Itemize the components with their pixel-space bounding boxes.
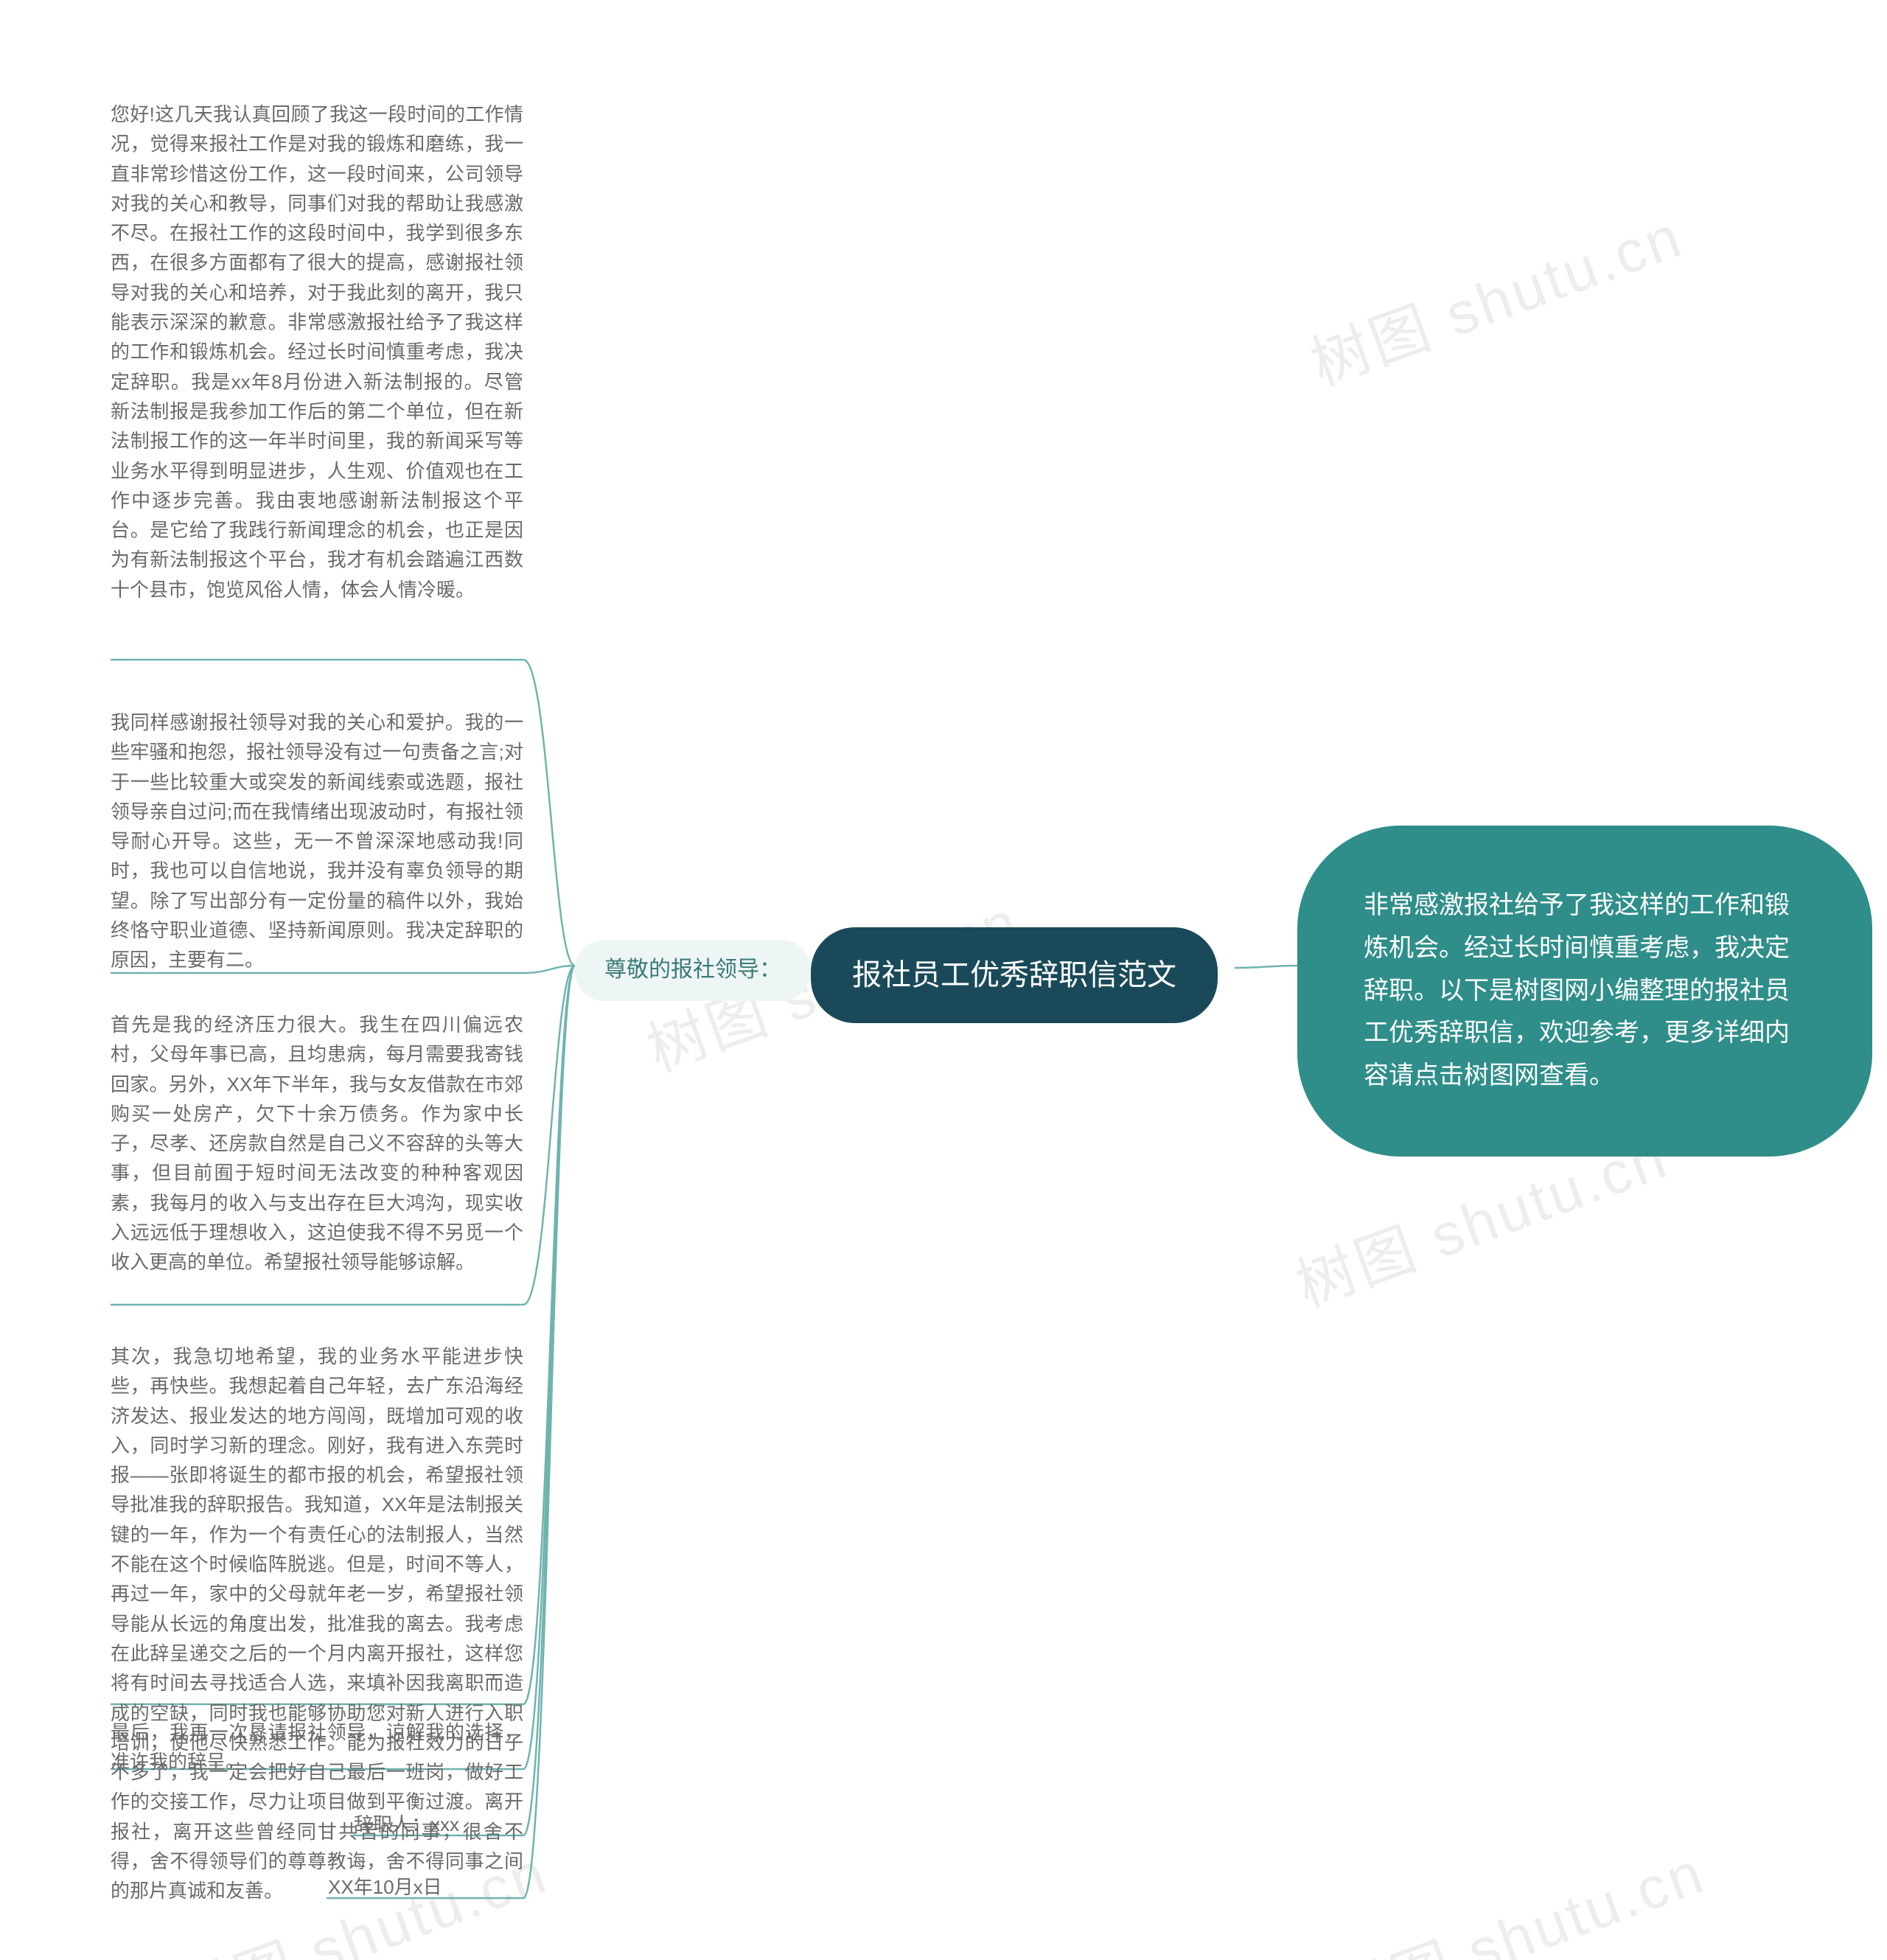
leaf-date: XX年10月x日 bbox=[328, 1872, 442, 1902]
watermark: 树图 shutu.cn bbox=[1319, 1825, 1715, 1960]
center-node[interactable]: 报社员工优秀辞职信范文 bbox=[811, 927, 1218, 1023]
leaf-paragraph-3: 首先是我的经济压力很大。我生在四川偏远农村，父母年事已高，且均患病，每月需要我寄… bbox=[111, 1010, 523, 1277]
watermark: 树图 shutu.cn bbox=[1297, 189, 1692, 402]
leaf-signature: 辞职人：xxx bbox=[354, 1810, 459, 1839]
leaf-paragraph-4: 其次，我急切地希望，我的业务水平能进步快些，再快些。我想起着自己年轻，去广东沿海… bbox=[111, 1342, 523, 1906]
summary-node[interactable]: 非常感激报社给予了我这样的工作和锻炼机会。经过长时间慎重考虑，我决定辞职。以下是… bbox=[1297, 826, 1872, 1157]
mindmap-canvas: 树图 shutu.cn 树图 shutu.cn 树图 shutu.cn 树图 s… bbox=[0, 0, 1887, 1960]
leaf-paragraph-5: 最后，我再一次恳请报社领导，谅解我的选择，准许我的辞呈。 bbox=[111, 1717, 523, 1777]
branch-node-salutation[interactable]: 尊敬的报社领导： bbox=[575, 940, 811, 1001]
leaf-paragraph-2: 我同样感谢报社领导对我的关心和爱护。我的一些牢骚和抱怨，报社领导没有过一句责备之… bbox=[111, 708, 523, 975]
leaf-paragraph-1: 您好!这几天我认真回顾了我这一段时间的工作情况，觉得来报社工作是对我的锻炼和磨练… bbox=[111, 100, 523, 604]
